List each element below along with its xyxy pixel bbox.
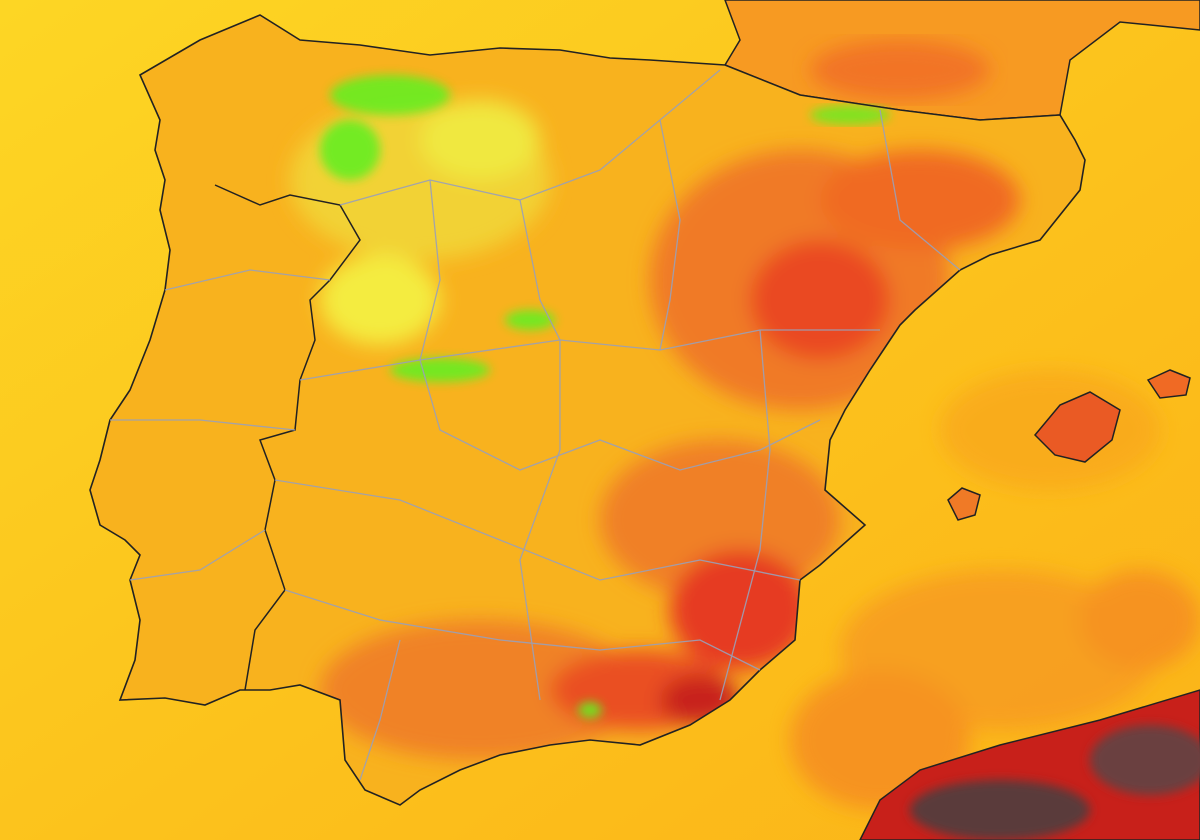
island-mallorca (1033, 391, 1121, 463)
island-menorca (1146, 369, 1191, 399)
portugal-border (214, 184, 361, 691)
cold-mountain-areas (320, 75, 602, 718)
north-africa-extreme-area (910, 725, 1200, 840)
regional-borders (110, 69, 961, 781)
pyrenees-cold-area (810, 105, 890, 125)
france-hot-area (810, 40, 990, 100)
island-ibiza (947, 487, 981, 521)
iberia-temperature-fields (290, 75, 1020, 760)
